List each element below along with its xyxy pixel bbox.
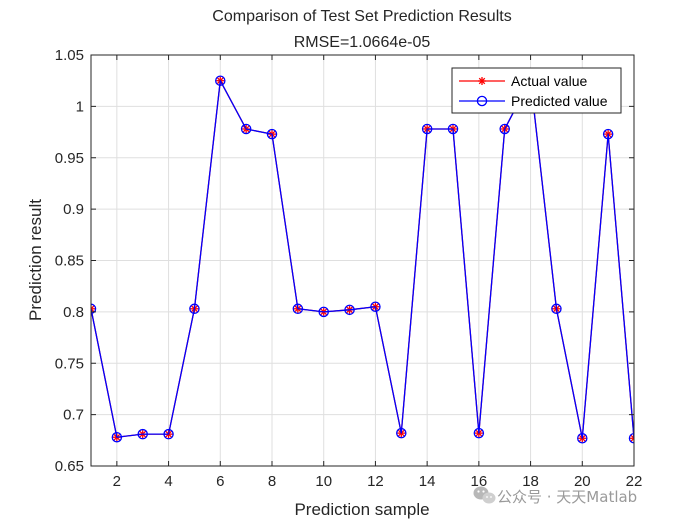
data-point-predicted-value [396,427,407,439]
data-point-predicted-value [499,123,510,135]
legend-label-actual: Actual value [511,73,587,89]
series-line-predicted-value [91,79,634,439]
x-axis-label: Prediction sample [294,500,429,519]
data-point-actual-value [630,434,634,443]
data-point-actual-value [91,304,95,313]
data-point-predicted-value [266,128,278,140]
x-tick-label: 20 [574,473,591,490]
y-tick-label: 0.95 [55,150,84,167]
x-tick-label: 12 [367,473,384,490]
watermark-text: 公众号 · 天天Matlab [497,488,637,506]
x-tick-label: 6 [216,473,224,490]
data-point-predicted-value [240,123,252,135]
y-axis-label: Prediction result [26,199,45,321]
x-tick-label: 18 [522,473,539,490]
y-tick-label: 1 [76,98,84,115]
data-point-predicted-value [137,428,148,440]
series-layer [91,74,634,444]
data-point-predicted-value [344,304,355,316]
data-point-predicted-value [370,301,381,312]
y-tick-label: 0.85 [55,253,84,270]
data-point-predicted-value [551,303,562,315]
watermark: 公众号 · 天天Matlab [473,486,637,506]
data-point-predicted-value [421,123,433,135]
data-point-predicted-value [602,128,614,140]
data-point-predicted-value [215,75,226,86]
x-tick-label: 22 [626,473,643,490]
y-tick-label: 0.75 [55,355,84,372]
x-tick-label: 2 [113,473,121,490]
legend-entry-actual: Actual value [459,73,587,89]
legend-label-predicted: Predicted value [511,93,608,109]
y-tick-label: 0.7 [63,407,84,424]
y-tick-label: 0.65 [55,458,84,475]
data-point-predicted-value [628,433,634,444]
wechat-icon [473,486,496,504]
y-tick-label: 0.9 [63,201,84,218]
data-point-predicted-value [577,433,588,444]
data-point-predicted-value [292,303,304,315]
chart-title: Comparison of Test Set Prediction Result… [212,8,511,25]
data-point-predicted-value [111,431,123,443]
data-point-predicted-value [473,427,485,439]
x-tick-label: 4 [164,473,172,490]
ticks: 2 4 6 8 10 12 14 16 18 20 22 0.65 0.7 0.75 0.8 0.85 0.9 0… [55,47,643,490]
y-tick-label: 1.05 [55,47,84,64]
x-tick-label: 10 [315,473,332,490]
data-point-predicted-value [447,123,459,135]
legend-entry-predicted: Predicted value [459,93,608,109]
chart-subtitle: RMSE=1.0664e-05 [294,34,431,51]
x-tick-label: 16 [471,473,488,490]
x-tick-label: 8 [268,473,276,490]
data-point-predicted-value [318,306,329,318]
legend: Actual value Predicted value [451,67,622,114]
y-tick-label: 0.8 [63,304,84,321]
data-point-predicted-value [163,428,174,440]
x-tick-label: 14 [419,473,436,490]
legend-asterisk-icon [478,77,486,85]
legend-circle-icon [476,95,488,107]
data-point-predicted-value [189,303,200,315]
